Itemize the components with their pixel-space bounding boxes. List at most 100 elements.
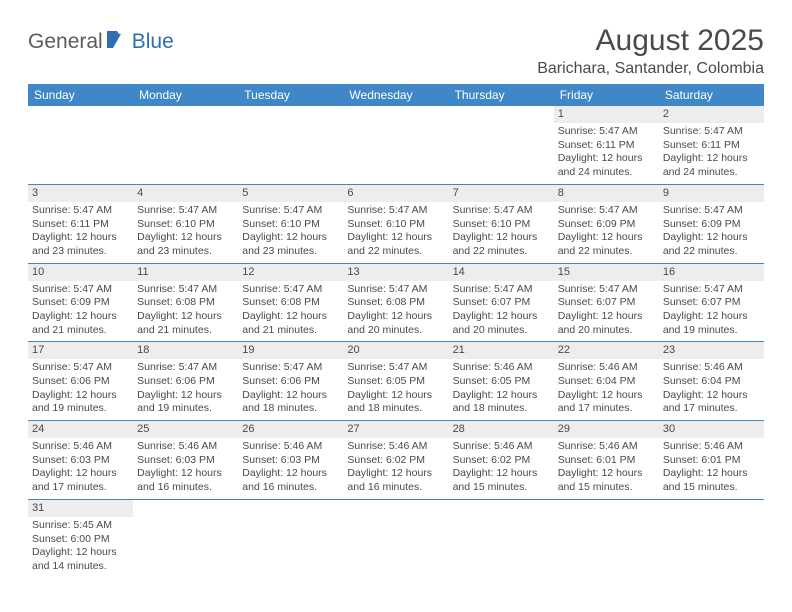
sunset-text: Sunset: 6:11 PM — [663, 139, 760, 153]
calendar-week: 1Sunrise: 5:47 AMSunset: 6:11 PMDaylight… — [28, 106, 764, 184]
sunrise-text: Sunrise: 5:47 AM — [558, 283, 655, 297]
day-number: 8 — [554, 185, 659, 202]
calendar-cell: 31Sunrise: 5:45 AMSunset: 6:00 PMDayligh… — [28, 499, 133, 577]
day-body: Sunrise: 5:45 AMSunset: 6:00 PMDaylight:… — [28, 517, 133, 578]
sunset-text: Sunset: 6:00 PM — [32, 533, 129, 547]
daylight-text: Daylight: 12 hours and 20 minutes. — [347, 310, 444, 337]
location-text: Barichara, Santander, Colombia — [537, 60, 764, 78]
sunrise-text: Sunrise: 5:46 AM — [663, 361, 760, 375]
daylight-text: Daylight: 12 hours and 24 minutes. — [663, 152, 760, 179]
sunrise-text: Sunrise: 5:47 AM — [558, 204, 655, 218]
sunrise-text: Sunrise: 5:46 AM — [453, 361, 550, 375]
sunrise-text: Sunrise: 5:47 AM — [32, 283, 129, 297]
calendar-cell — [343, 499, 448, 577]
day-number: 14 — [449, 264, 554, 281]
sunset-text: Sunset: 6:10 PM — [137, 218, 234, 232]
sunrise-text: Sunrise: 5:47 AM — [347, 361, 444, 375]
day-body: Sunrise: 5:47 AMSunset: 6:09 PMDaylight:… — [554, 202, 659, 263]
day-body: Sunrise: 5:47 AMSunset: 6:08 PMDaylight:… — [133, 281, 238, 342]
sunrise-text: Sunrise: 5:46 AM — [32, 440, 129, 454]
day-body: Sunrise: 5:47 AMSunset: 6:07 PMDaylight:… — [449, 281, 554, 342]
sunset-text: Sunset: 6:11 PM — [558, 139, 655, 153]
day-number: 21 — [449, 342, 554, 359]
calendar-week: 31Sunrise: 5:45 AMSunset: 6:00 PMDayligh… — [28, 499, 764, 577]
daylight-text: Daylight: 12 hours and 22 minutes. — [453, 231, 550, 258]
calendar-cell — [659, 499, 764, 577]
day-number: 11 — [133, 264, 238, 281]
calendar-cell: 8Sunrise: 5:47 AMSunset: 6:09 PMDaylight… — [554, 184, 659, 263]
day-number: 29 — [554, 421, 659, 438]
daylight-text: Daylight: 12 hours and 16 minutes. — [242, 467, 339, 494]
day-number — [238, 106, 343, 123]
page-header: General Blue August 2025 Barichara, Sant… — [28, 24, 764, 78]
sunrise-text: Sunrise: 5:47 AM — [32, 204, 129, 218]
daylight-text: Daylight: 12 hours and 17 minutes. — [32, 467, 129, 494]
day-body: Sunrise: 5:46 AMSunset: 6:04 PMDaylight:… — [554, 359, 659, 420]
day-number: 13 — [343, 264, 448, 281]
sunset-text: Sunset: 6:08 PM — [347, 296, 444, 310]
day-body: Sunrise: 5:47 AMSunset: 6:06 PMDaylight:… — [238, 359, 343, 420]
daylight-text: Daylight: 12 hours and 18 minutes. — [242, 389, 339, 416]
day-number: 24 — [28, 421, 133, 438]
sunset-text: Sunset: 6:07 PM — [663, 296, 760, 310]
calendar-cell: 17Sunrise: 5:47 AMSunset: 6:06 PMDayligh… — [28, 342, 133, 421]
sunset-text: Sunset: 6:06 PM — [137, 375, 234, 389]
sunrise-text: Sunrise: 5:47 AM — [558, 125, 655, 139]
calendar-cell: 14Sunrise: 5:47 AMSunset: 6:07 PMDayligh… — [449, 263, 554, 342]
calendar-cell: 12Sunrise: 5:47 AMSunset: 6:08 PMDayligh… — [238, 263, 343, 342]
calendar-cell: 26Sunrise: 5:46 AMSunset: 6:03 PMDayligh… — [238, 421, 343, 500]
sunrise-text: Sunrise: 5:46 AM — [558, 361, 655, 375]
brand-part2: Blue — [132, 30, 174, 54]
sunset-text: Sunset: 6:05 PM — [347, 375, 444, 389]
daylight-text: Daylight: 12 hours and 18 minutes. — [453, 389, 550, 416]
day-body: Sunrise: 5:46 AMSunset: 6:03 PMDaylight:… — [28, 438, 133, 499]
brand-part1: General — [28, 30, 103, 54]
daylight-text: Daylight: 12 hours and 20 minutes. — [558, 310, 655, 337]
calendar-cell: 10Sunrise: 5:47 AMSunset: 6:09 PMDayligh… — [28, 263, 133, 342]
calendar-cell: 4Sunrise: 5:47 AMSunset: 6:10 PMDaylight… — [133, 184, 238, 263]
sunset-text: Sunset: 6:08 PM — [242, 296, 339, 310]
calendar-cell — [238, 499, 343, 577]
day-number: 30 — [659, 421, 764, 438]
sunrise-text: Sunrise: 5:46 AM — [347, 440, 444, 454]
calendar-week: 10Sunrise: 5:47 AMSunset: 6:09 PMDayligh… — [28, 263, 764, 342]
day-number: 20 — [343, 342, 448, 359]
sunset-text: Sunset: 6:03 PM — [242, 454, 339, 468]
daylight-text: Daylight: 12 hours and 16 minutes. — [347, 467, 444, 494]
calendar-cell: 5Sunrise: 5:47 AMSunset: 6:10 PMDaylight… — [238, 184, 343, 263]
daylight-text: Daylight: 12 hours and 18 minutes. — [347, 389, 444, 416]
calendar-cell: 28Sunrise: 5:46 AMSunset: 6:02 PMDayligh… — [449, 421, 554, 500]
daylight-text: Daylight: 12 hours and 21 minutes. — [242, 310, 339, 337]
day-number — [449, 106, 554, 123]
daylight-text: Daylight: 12 hours and 21 minutes. — [32, 310, 129, 337]
calendar-cell — [554, 499, 659, 577]
calendar-table: SundayMondayTuesdayWednesdayThursdayFrid… — [28, 84, 764, 578]
weekday-header: Sunday — [28, 84, 133, 106]
daylight-text: Daylight: 12 hours and 22 minutes. — [347, 231, 444, 258]
sunset-text: Sunset: 6:02 PM — [453, 454, 550, 468]
sunset-text: Sunset: 6:09 PM — [663, 218, 760, 232]
sunset-text: Sunset: 6:11 PM — [32, 218, 129, 232]
daylight-text: Daylight: 12 hours and 15 minutes. — [558, 467, 655, 494]
daylight-text: Daylight: 12 hours and 14 minutes. — [32, 546, 129, 573]
sunrise-text: Sunrise: 5:47 AM — [242, 204, 339, 218]
day-number — [343, 106, 448, 123]
calendar-cell: 2Sunrise: 5:47 AMSunset: 6:11 PMDaylight… — [659, 106, 764, 184]
sunset-text: Sunset: 6:09 PM — [558, 218, 655, 232]
calendar-cell: 19Sunrise: 5:47 AMSunset: 6:06 PMDayligh… — [238, 342, 343, 421]
calendar-cell: 11Sunrise: 5:47 AMSunset: 6:08 PMDayligh… — [133, 263, 238, 342]
calendar-cell: 23Sunrise: 5:46 AMSunset: 6:04 PMDayligh… — [659, 342, 764, 421]
day-number: 9 — [659, 185, 764, 202]
calendar-cell: 18Sunrise: 5:47 AMSunset: 6:06 PMDayligh… — [133, 342, 238, 421]
calendar-cell — [28, 106, 133, 184]
day-body: Sunrise: 5:47 AMSunset: 6:09 PMDaylight:… — [659, 202, 764, 263]
sunrise-text: Sunrise: 5:46 AM — [663, 440, 760, 454]
sunrise-text: Sunrise: 5:47 AM — [453, 204, 550, 218]
calendar-cell — [449, 499, 554, 577]
sunrise-text: Sunrise: 5:46 AM — [242, 440, 339, 454]
day-body: Sunrise: 5:47 AMSunset: 6:07 PMDaylight:… — [554, 281, 659, 342]
weekday-header: Friday — [554, 84, 659, 106]
day-body: Sunrise: 5:47 AMSunset: 6:08 PMDaylight:… — [238, 281, 343, 342]
calendar-cell: 29Sunrise: 5:46 AMSunset: 6:01 PMDayligh… — [554, 421, 659, 500]
sunset-text: Sunset: 6:06 PM — [32, 375, 129, 389]
